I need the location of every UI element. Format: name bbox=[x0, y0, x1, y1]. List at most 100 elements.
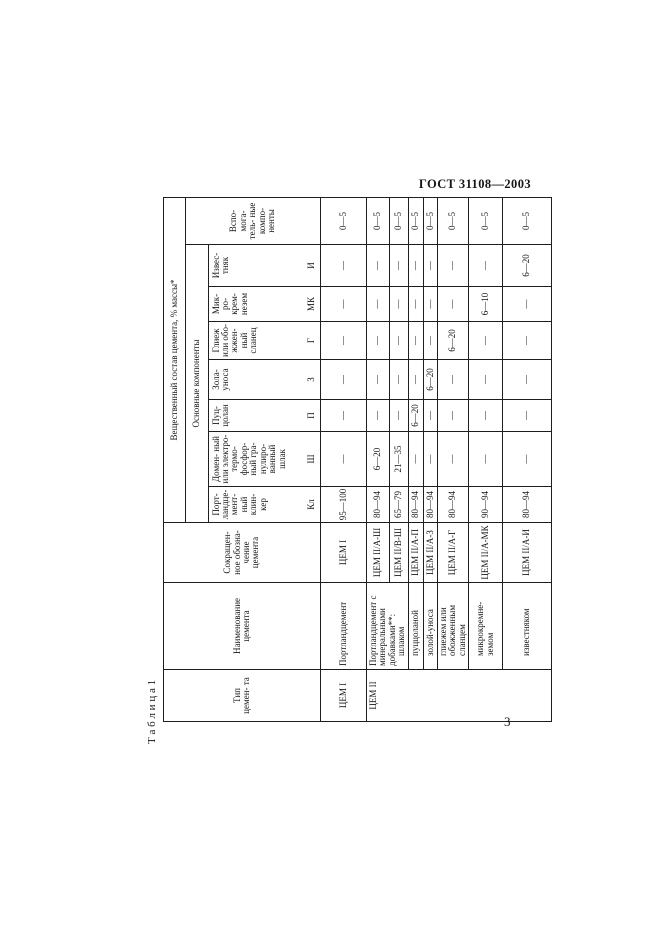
cell-name: пуццоланой bbox=[408, 582, 424, 670]
rotated-table-block: Т а б л и ц а 1 Тип цемен- та Наименован… bbox=[145, 197, 552, 745]
component-abbr: П bbox=[306, 412, 317, 419]
table-row: пуццоланой ЦЕМ II/А-П 80—94 — 6—20 — — —… bbox=[408, 197, 424, 721]
header-composition: Вещественный состав цемента, % массы* bbox=[163, 197, 186, 523]
header-component-shale: Глиеж или обо- жжен- ный сланец Г bbox=[208, 321, 321, 360]
cell-value: 80—94 bbox=[366, 486, 390, 523]
table-row: ЦЕМ II Портландцемент с минеральными доб… bbox=[366, 197, 552, 722]
cell-name: Портландцемент с минеральными добавками*… bbox=[366, 582, 409, 670]
cell-value: 80—94 bbox=[408, 486, 424, 523]
cell-value: — bbox=[366, 321, 390, 360]
cell-value: — bbox=[468, 359, 503, 400]
cell-value: 0—5 bbox=[437, 197, 469, 245]
cell-value: — bbox=[366, 359, 390, 400]
table-caption: Т а б л и ц а 1 bbox=[146, 679, 158, 744]
cell-value: 0—5 bbox=[408, 197, 424, 245]
cell-value: 21—35 bbox=[389, 431, 409, 487]
cell-value: 6—20 bbox=[437, 321, 469, 360]
cell-value: — bbox=[366, 399, 390, 432]
component-abbr: Ш bbox=[306, 454, 317, 464]
table-row: глиежем или обожженным сланцем ЦЕМ II/А-… bbox=[437, 197, 469, 721]
cement-composition-table: Тип цемен- та Наименование цемента Сокра… bbox=[163, 197, 552, 722]
cement-additive-label: шлаком bbox=[396, 626, 407, 656]
cell-value: — bbox=[423, 399, 438, 432]
cell-value: — bbox=[320, 286, 367, 322]
cell-value: — bbox=[437, 286, 469, 322]
component-header: Пуц- цолан П bbox=[211, 402, 318, 429]
cell-type: ЦЕМ II bbox=[366, 669, 552, 722]
cell-value: — bbox=[502, 399, 552, 432]
header-component-limestone: Извес- тняк И bbox=[208, 244, 321, 287]
cell-value: — bbox=[366, 244, 390, 287]
cell-value: 0—5 bbox=[389, 197, 409, 245]
component-abbr: З bbox=[306, 377, 317, 382]
cell-value: 6—20 bbox=[502, 244, 552, 287]
cell-value: 6—20 bbox=[408, 399, 424, 432]
cell-value: — bbox=[423, 321, 438, 360]
cell-value: 0—5 bbox=[468, 197, 503, 245]
header-designation: Сокращен- ное обозна- чение цемента bbox=[163, 522, 321, 583]
cell-designation: ЦЕМ II/А-МК bbox=[468, 522, 503, 583]
cell-value: — bbox=[389, 399, 409, 432]
cell-value: — bbox=[320, 399, 367, 432]
table-row: золой-уноса ЦЕМ II/А-З 80—94 — — 6—20 — … bbox=[423, 197, 438, 721]
cell-value: — bbox=[389, 321, 409, 360]
cell-value: — bbox=[437, 399, 469, 432]
cell-name: глиежем или обожженным сланцем bbox=[437, 582, 469, 670]
cell-name: микрокремне- земом bbox=[468, 582, 503, 670]
table-row: ЦЕМ I Портландцемент ЦЕМ I 95—100 — — — … bbox=[320, 197, 367, 722]
component-header: Зола- уноса З bbox=[211, 362, 318, 397]
header-component-fly-ash: Зола- уноса З bbox=[208, 359, 321, 400]
component-name: Порт- ландце- мент- ный клин- кер bbox=[210, 489, 268, 520]
component-abbr: Г bbox=[306, 337, 317, 344]
component-abbr: И bbox=[306, 262, 317, 269]
table-row: микрокремне- земом ЦЕМ II/А-МК 90—94 — —… bbox=[468, 197, 503, 721]
header-component-silica-fume: Мик- ро- крем- незем МК bbox=[208, 286, 321, 322]
component-header: Извес- тняк И bbox=[211, 247, 318, 284]
component-header: Домен- ный или электро- термо- фосфор- н… bbox=[211, 434, 318, 484]
cell-value: — bbox=[320, 244, 367, 287]
cell-value: — bbox=[408, 431, 424, 487]
cell-value: — bbox=[468, 431, 503, 487]
cell-value: — bbox=[408, 359, 424, 400]
component-header: Порт- ландце- мент- ный клин- кер Кл bbox=[210, 489, 318, 520]
header-cement-name: Наименование цемента bbox=[163, 582, 321, 670]
cell-value: — bbox=[423, 286, 438, 322]
cell-value: — bbox=[437, 244, 469, 287]
cell-value: — bbox=[437, 431, 469, 487]
cell-value: 65—79 bbox=[389, 486, 409, 523]
cell-value: 95—100 bbox=[320, 486, 367, 523]
cell-value: 80—94 bbox=[502, 486, 552, 523]
cell-name: золой-уноса bbox=[423, 582, 438, 670]
cement-additive-label: золой-уноса bbox=[424, 609, 435, 656]
cement-group-label: Портландцемент с минеральными добавками*… bbox=[368, 595, 397, 666]
cell-value: — bbox=[468, 399, 503, 432]
component-name: Глиеж или обо- жжен- ный сланец bbox=[210, 324, 259, 357]
cement-additive-label: пуццоланой bbox=[410, 610, 421, 656]
header-component-pozzolan: Пуц- цолан П bbox=[208, 399, 321, 432]
cell-value: 6—20 bbox=[366, 431, 390, 487]
cell-value: 80—94 bbox=[437, 486, 469, 523]
cell-value: 0—5 bbox=[320, 197, 367, 245]
document-code: ГОСТ 31108—2003 bbox=[418, 177, 531, 191]
cell-value: 6—20 bbox=[423, 359, 438, 400]
cell-value: — bbox=[437, 359, 469, 400]
cell-value: — bbox=[408, 321, 424, 360]
cell-designation: ЦЕМ I bbox=[320, 522, 367, 583]
cement-additive-label: известняком bbox=[521, 608, 532, 656]
cell-designation: ЦЕМ II/В-Ш bbox=[389, 522, 409, 583]
header-component-slag: Домен- ный или электро- термо- фосфор- н… bbox=[208, 431, 321, 487]
header-cement-type: Тип цемен- та bbox=[163, 669, 321, 722]
component-header: Глиеж или обо- жжен- ный сланец Г bbox=[210, 324, 318, 357]
component-abbr: Кл bbox=[306, 499, 317, 510]
cell-value: — bbox=[408, 244, 424, 287]
cell-value: — bbox=[502, 359, 552, 400]
cell-name: Портландцемент bbox=[320, 582, 367, 670]
cell-designation: ЦЕМ II/А-И bbox=[502, 522, 552, 583]
page-number: 3 bbox=[504, 714, 511, 729]
cell-value: — bbox=[468, 244, 503, 287]
cell-value: 0—5 bbox=[423, 197, 438, 245]
cell-designation: ЦЕМ II/А-Ш bbox=[366, 522, 390, 583]
cell-value: — bbox=[423, 244, 438, 287]
cell-value: — bbox=[320, 321, 367, 360]
